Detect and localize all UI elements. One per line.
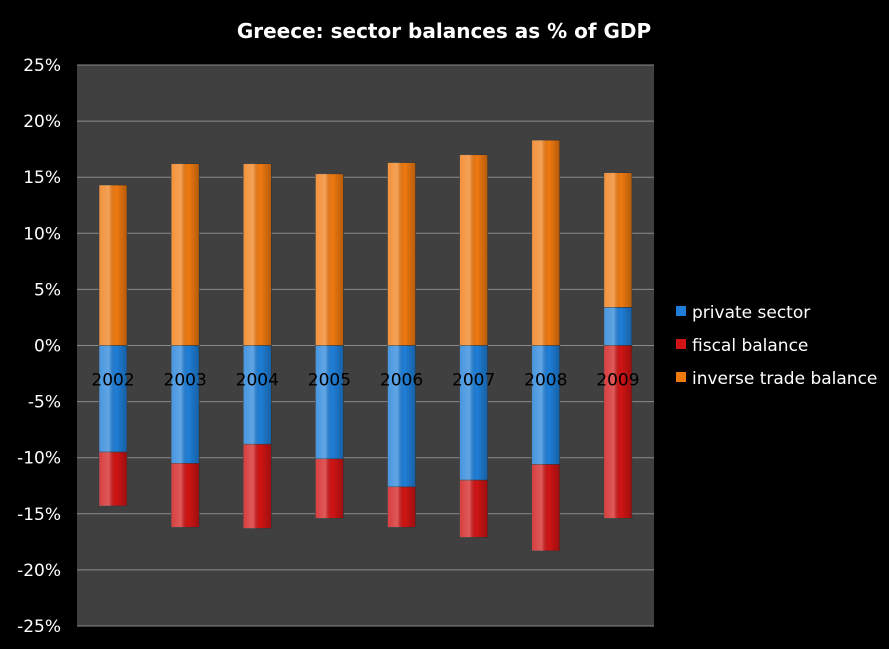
bar-segment-shine (99, 185, 128, 346)
y-tick-label: -15% (17, 505, 61, 525)
bar-segment-shine (315, 458, 344, 519)
x-category-label: 2003 (164, 371, 207, 391)
bar-segment-shine (171, 163, 200, 346)
bar-segment-shine (603, 172, 632, 308)
x-category-label: 2009 (596, 371, 639, 391)
x-axis-category-labels: 2002 2003 2004 2005 2006 2007 2008 2009 (91, 371, 639, 391)
x-category-label: 2008 (524, 371, 567, 391)
legend-label: private sector (692, 303, 810, 323)
bar-segment-shine (315, 345, 344, 459)
y-tick-label: 5% (34, 280, 61, 300)
bar-segment-shine (171, 463, 200, 528)
bar-segment-shine (315, 173, 344, 346)
bar-segment-shine (531, 345, 560, 465)
chart-title: Greece: sector balances as % of GDP (237, 19, 651, 43)
y-tick-label: 10% (23, 224, 61, 244)
bar-segment-shine (531, 140, 560, 346)
y-axis-tick-labels: 25% 20% 15% 10% 5% 0% -5% -10% -15% -20% -25% (17, 56, 61, 637)
bar-segment-shine (387, 162, 416, 346)
x-category-label: 2004 (236, 371, 279, 391)
bars (98, 139, 633, 552)
bar-segment-shine (99, 452, 128, 506)
y-tick-label: -20% (17, 561, 61, 581)
bar-segment-shine (99, 345, 128, 453)
bar-segment-shine (531, 464, 560, 551)
bar-segment-shine (243, 163, 272, 346)
x-category-label: 2006 (380, 371, 423, 391)
legend-swatch (676, 339, 686, 349)
legend-label: inverse trade balance (692, 369, 877, 389)
y-tick-label: 0% (34, 337, 61, 357)
bar-segment-shine (459, 480, 488, 538)
legend-swatch (676, 306, 686, 316)
bar-segment-shine (387, 486, 416, 528)
bar-segment-shine (459, 154, 488, 346)
bar-segment-shine (603, 307, 632, 346)
y-tick-label: 15% (23, 168, 61, 188)
bar-segment-shine (243, 444, 272, 529)
bar-segment-shine (603, 345, 632, 519)
legend: private sector fiscal balance inverse trad… (676, 303, 877, 389)
x-category-label: 2007 (452, 371, 495, 391)
y-tick-label: 25% (23, 56, 61, 76)
bar-segment-shine (459, 345, 488, 481)
x-category-label: 2005 (308, 371, 351, 391)
x-category-label: 2002 (91, 371, 134, 391)
y-tick-label: -10% (17, 449, 61, 469)
y-tick-label: -5% (28, 393, 61, 413)
y-tick-label: -25% (17, 617, 61, 637)
y-tick-label: 20% (23, 112, 61, 132)
legend-swatch (676, 372, 686, 382)
bar-segment-shine (243, 345, 272, 445)
bar-segment-shine (387, 345, 416, 487)
bar-segment-shine (171, 345, 200, 464)
legend-label: fiscal balance (692, 336, 808, 356)
